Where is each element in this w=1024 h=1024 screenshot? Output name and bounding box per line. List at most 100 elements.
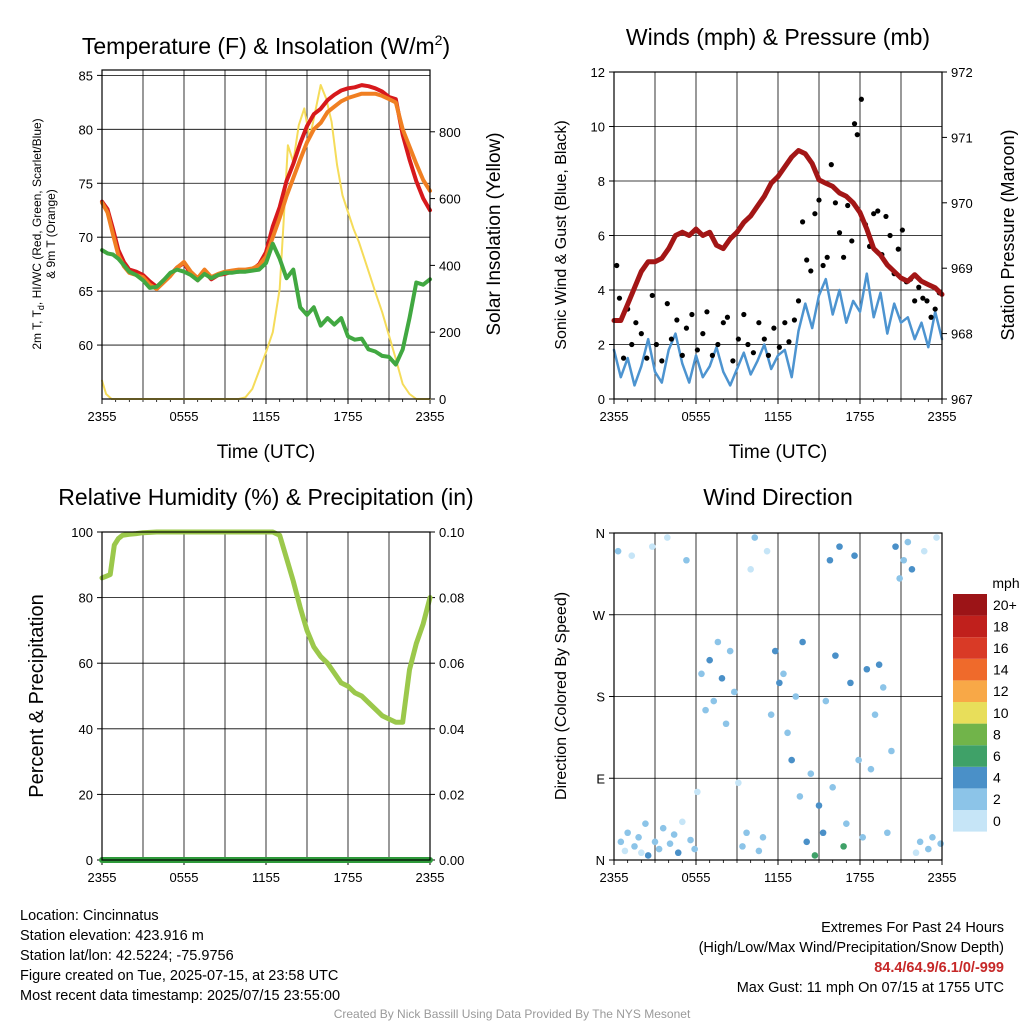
direction-point [714, 638, 722, 646]
series-line-sonic-wind [612, 272, 944, 387]
direction-point [664, 534, 671, 541]
gust-point [683, 325, 690, 331]
direction-point [888, 747, 895, 755]
gust-point [704, 309, 710, 315]
x-tick-label: 0555 [682, 870, 711, 885]
rh-axis-tick-label: 20 [79, 787, 93, 802]
x-axis-label: Time (UTC) [729, 442, 828, 463]
direction-point [929, 833, 936, 841]
legend-swatch [953, 680, 987, 702]
direction-point [743, 829, 750, 837]
gust-point [765, 352, 772, 358]
extremes-values: 84.4/64.9/6.1/0/-999 [874, 960, 1004, 976]
x-tick-label: 0555 [682, 409, 711, 424]
recent-data-text: Most recent data timestamp: 2025/07/15 2… [20, 988, 341, 1004]
gust-point [745, 341, 751, 348]
panel-3: 2355 0555 1155 1755 2355 0 20 40 60 80 100 0.00 0.02… [26, 484, 474, 885]
gust-point [836, 230, 843, 236]
gust-point [912, 298, 918, 304]
wind-axis-tick-label: 2 [598, 338, 605, 353]
legend-label: 16 [993, 640, 1009, 656]
station-info: Location: Cincinnatus Station elevation:… [20, 906, 340, 1006]
wind-axis-tick-label: 0 [598, 392, 605, 407]
legend-label: 20+ [993, 597, 1017, 613]
direction-point [871, 711, 879, 718]
gust-point [786, 339, 792, 345]
direction-point [840, 843, 847, 850]
max-gust-text: Max Gust: 11 mph On 07/15 at 1755 UTC [736, 980, 1004, 996]
gust-point [916, 284, 922, 290]
x-tick-label: 2355 [416, 870, 445, 885]
gust-point [664, 301, 670, 307]
solar-axis-tick-label: 200 [439, 325, 461, 340]
gust-point [845, 202, 851, 209]
temp-axis-tick-label: 80 [79, 122, 93, 137]
gust-point [715, 341, 721, 348]
gust-point [614, 262, 620, 269]
legend-swatch [953, 594, 987, 616]
gust-point [750, 350, 757, 356]
direction-point [767, 711, 775, 718]
gust-point [820, 262, 826, 269]
direction-point [739, 843, 746, 850]
elevation-text: Station elevation: 423.916 m [20, 928, 204, 944]
direction-point [908, 566, 916, 573]
legend-swatch [953, 723, 987, 746]
precip-axis-tick-label: 0.00 [439, 853, 464, 868]
gust-point [644, 355, 650, 361]
direction-point [829, 784, 836, 791]
x-tick-label: 2355 [88, 409, 117, 424]
legend-swatch [953, 810, 987, 832]
legend-swatch [953, 658, 987, 681]
gust-point [828, 162, 834, 168]
y-axis-label-left: Sonic Wind & Gust (Blue, Black) [553, 120, 570, 349]
series-line-relative-humidity [99, 529, 433, 725]
direction-point [896, 575, 903, 582]
precip-axis-tick-label: 0.10 [439, 525, 464, 540]
direction-point [780, 670, 787, 678]
legend-swatch [953, 766, 987, 789]
direction-point [687, 836, 694, 844]
gust-point [679, 352, 685, 358]
pressure-axis-tick-label: 969 [951, 261, 973, 276]
x-tick-label: 2355 [928, 870, 957, 885]
legend-title: mph [992, 575, 1019, 591]
series-line-9m-t [100, 91, 432, 291]
y-axis-label-right: Solar Insolation (Yellow) [484, 132, 505, 335]
direction-point [776, 679, 783, 687]
rh-axis-tick-label: 100 [71, 525, 93, 540]
wind-axis-tick-label: 10 [591, 120, 605, 135]
gust-point [816, 197, 822, 203]
temp-axis-tick-label: 85 [79, 68, 93, 83]
direction-point [916, 838, 924, 846]
precip-axis-tick-label: 0.02 [439, 787, 464, 802]
gust-point [730, 358, 736, 364]
legend-swatch [953, 615, 987, 638]
x-tick-label: 0555 [170, 409, 199, 424]
solar-axis-tick-label: 400 [439, 258, 461, 273]
location-text: Location: Cincinnatus [20, 908, 159, 924]
x-tick-label: 1755 [334, 409, 363, 424]
direction-point [925, 845, 932, 853]
plot-frame [613, 71, 943, 400]
chart-title: Winds (mph) & Pressure (mb) [626, 24, 930, 50]
gust-point [875, 208, 881, 214]
y-axis-label-left-line2: & 9m T (Orange) [44, 189, 58, 279]
y-axis-label-right: Station Pressure (Maroon) [998, 129, 1018, 340]
rh-axis-tick-label: 40 [79, 722, 93, 737]
gust-point [620, 355, 627, 361]
panel-4: 2355 0555 1155 1755 2355 N E S W N Wind Direction D… [553, 484, 1020, 885]
legend-swatch [953, 702, 987, 724]
direction-point [670, 831, 678, 838]
gust-point [638, 331, 644, 337]
direction-point [722, 720, 730, 728]
chart-title: Wind Direction [703, 484, 853, 510]
gust-point [883, 213, 889, 220]
footer-credit: Created By Nick Bassill Using Data Provi… [333, 1007, 691, 1021]
direction-point [706, 656, 713, 664]
gust-point [800, 219, 806, 225]
gust-point [871, 211, 877, 217]
direction-point [726, 647, 734, 655]
panel-1: 2355 0555 1155 1755 2355 60 65 70 75 80 85 0 200 400 6… [30, 32, 505, 463]
series-line-td [100, 241, 432, 367]
